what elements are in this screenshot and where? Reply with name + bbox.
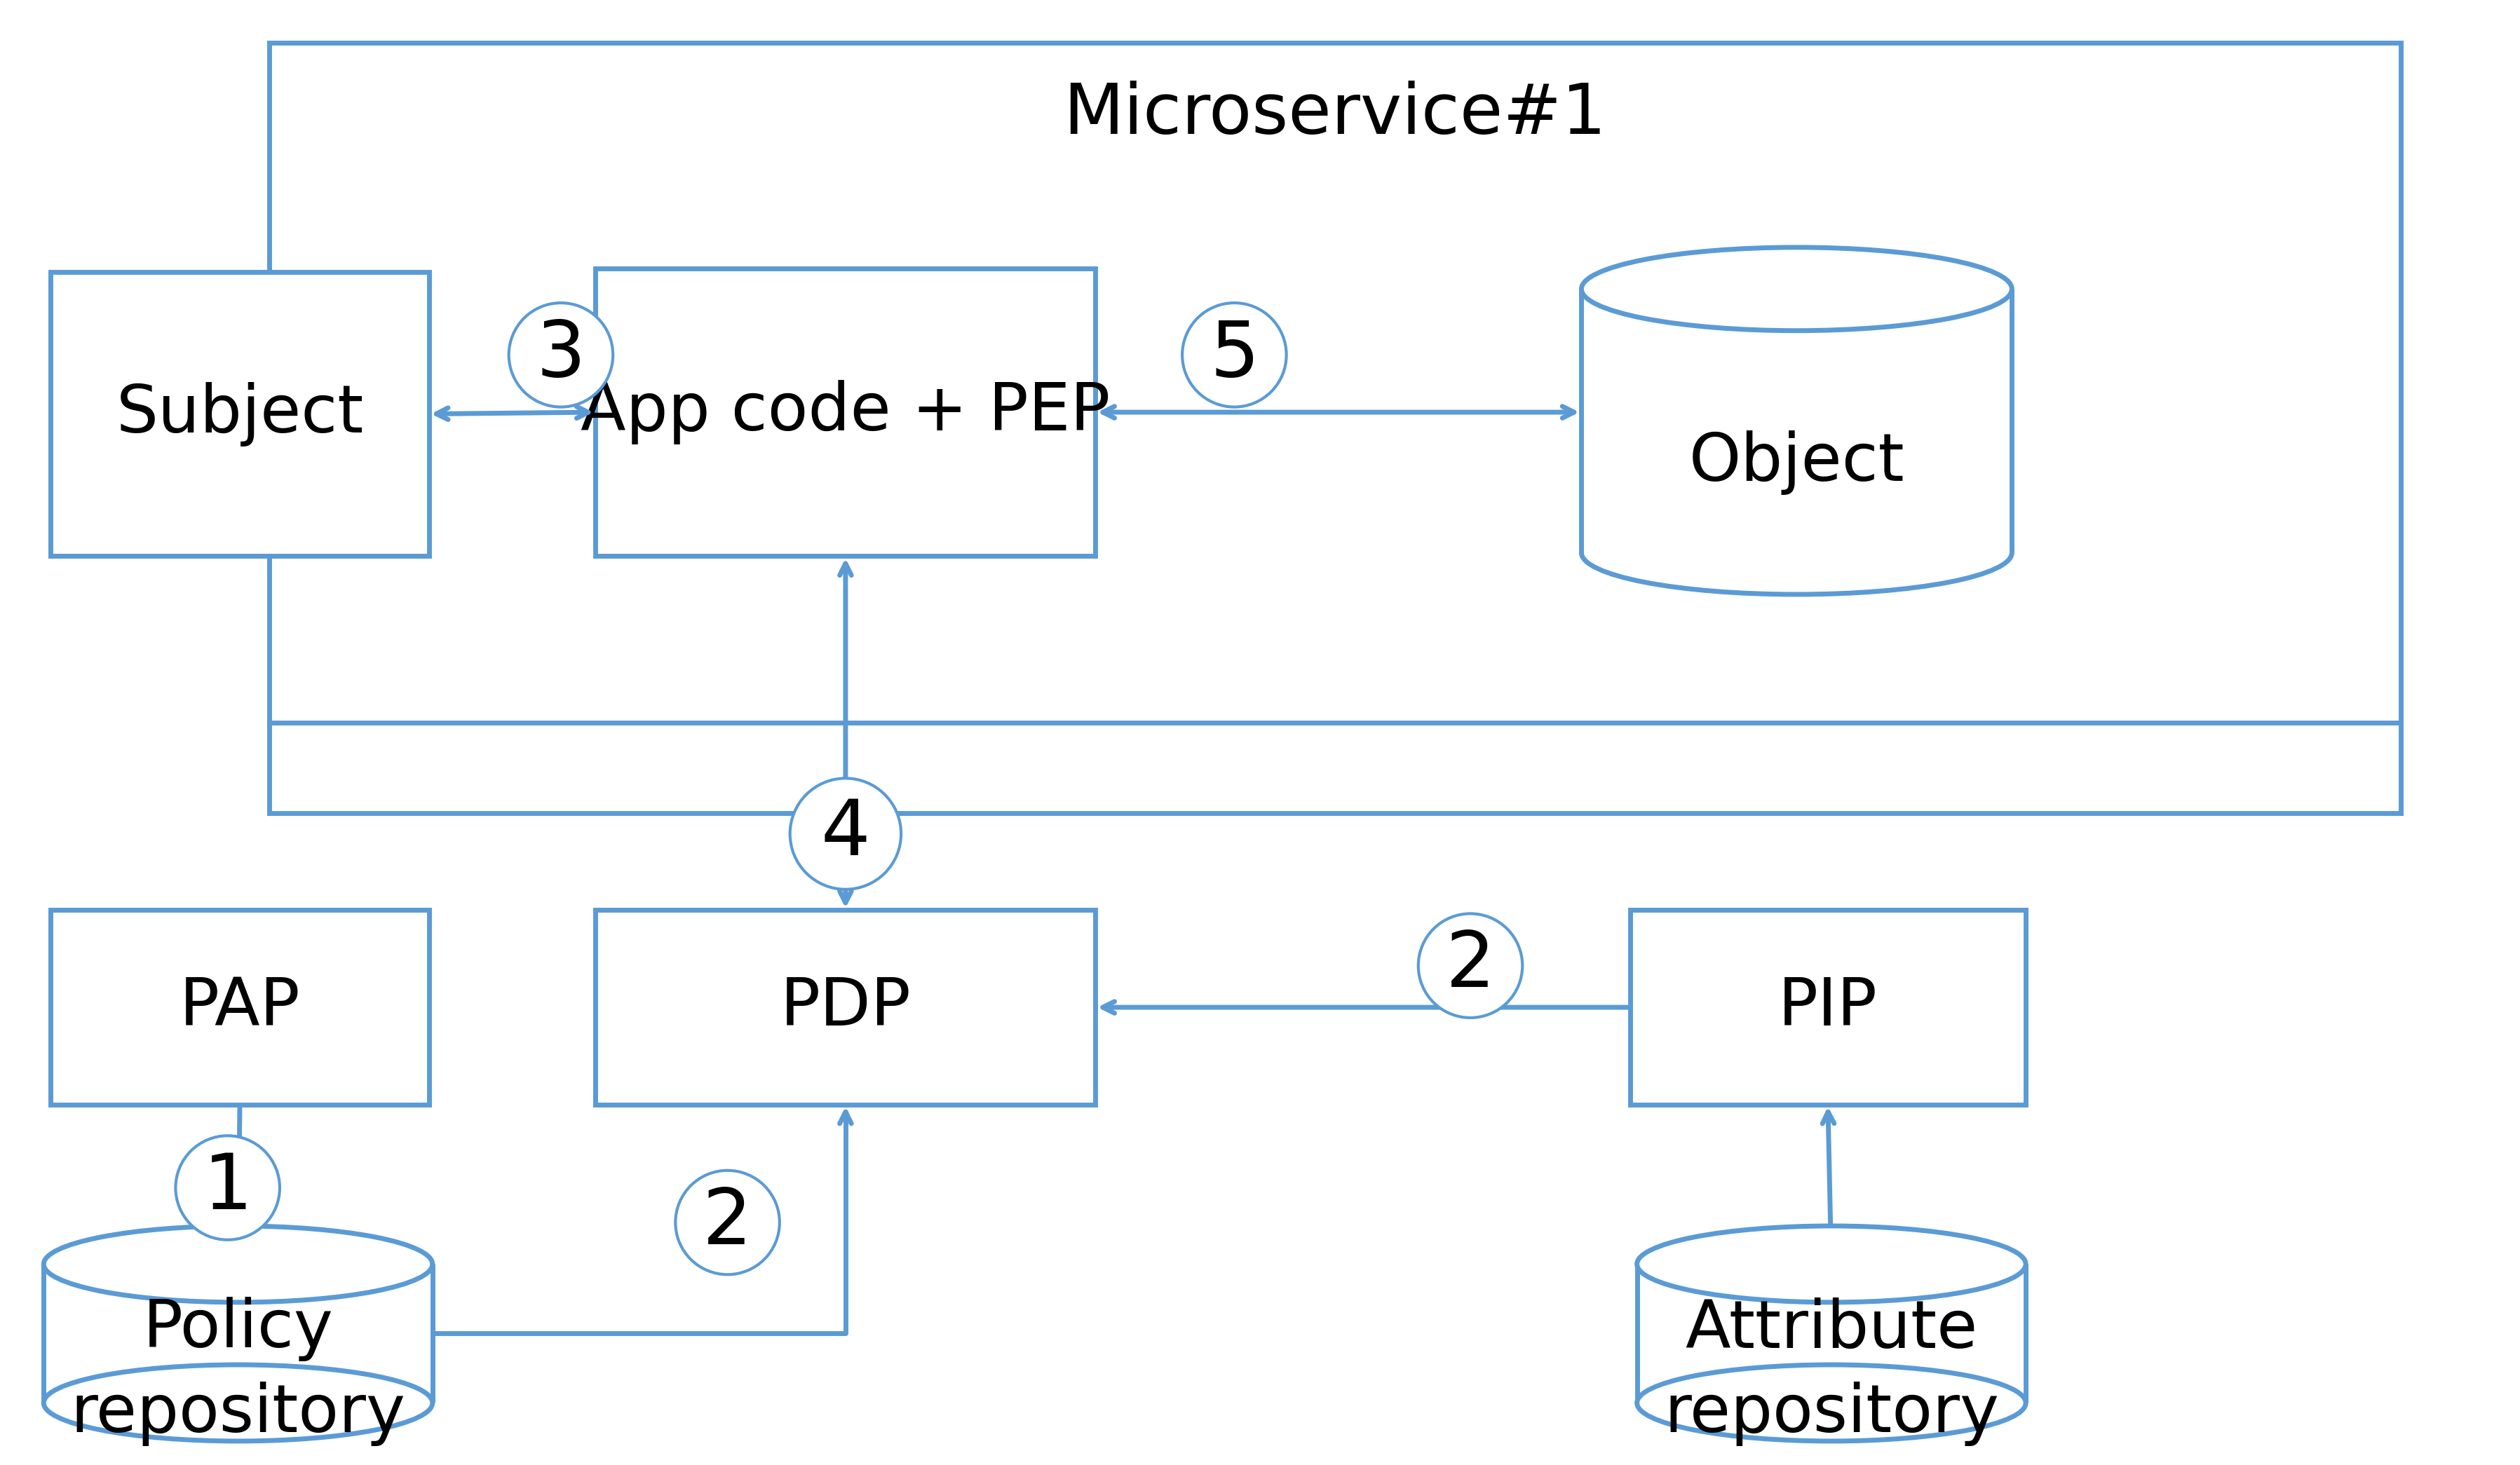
Circle shape (789, 778, 902, 889)
Text: 5: 5 (1210, 318, 1260, 393)
Text: 1: 1 (204, 1150, 252, 1225)
Text: PIP: PIP (1779, 976, 1877, 1040)
Circle shape (509, 303, 612, 407)
Text: Subject: Subject (116, 382, 363, 447)
Bar (50, 271, 428, 557)
Text: Object: Object (1688, 431, 1905, 495)
Text: 2: 2 (703, 1185, 753, 1260)
Circle shape (1182, 303, 1285, 407)
Text: PDP: PDP (781, 976, 912, 1040)
Text: Attribute
repository: Attribute repository (1663, 1297, 1998, 1446)
Ellipse shape (1638, 1226, 2026, 1302)
Bar (595, 268, 1096, 557)
Circle shape (675, 1171, 779, 1275)
Bar (43, 1264, 433, 1403)
Text: Microservice#1: Microservice#1 (1063, 81, 1608, 149)
Text: 2: 2 (1446, 929, 1494, 1004)
Text: App code + PEP: App code + PEP (580, 379, 1111, 444)
Bar (50, 910, 428, 1105)
Text: PAP: PAP (179, 976, 300, 1040)
Ellipse shape (1638, 1365, 2026, 1442)
Bar (1638, 1264, 2026, 1403)
Bar (270, 42, 2402, 813)
Text: 3: 3 (537, 318, 585, 393)
Circle shape (1419, 914, 1522, 1018)
Text: 4: 4 (822, 797, 869, 872)
Ellipse shape (1583, 248, 2011, 331)
Bar (1583, 289, 2011, 552)
Text: Policy
repository: Policy repository (71, 1297, 406, 1446)
Ellipse shape (43, 1226, 433, 1302)
Bar (1630, 910, 2026, 1105)
Ellipse shape (43, 1365, 433, 1442)
Bar (595, 910, 1096, 1105)
Circle shape (176, 1135, 280, 1239)
